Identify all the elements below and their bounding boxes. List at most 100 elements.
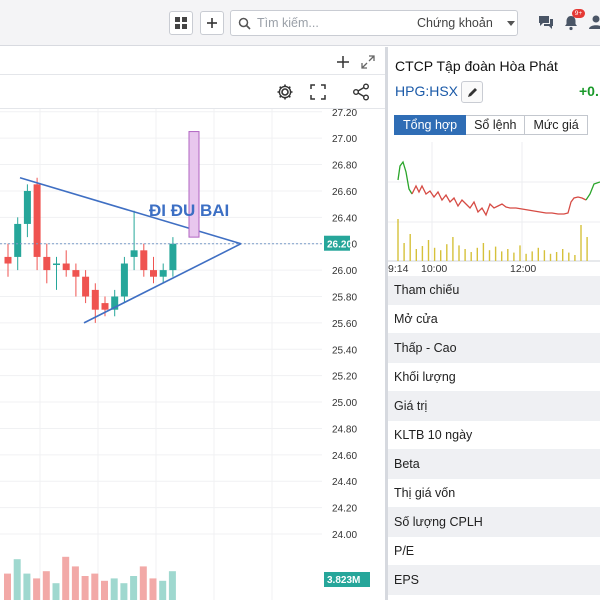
intraday-down-line — [411, 184, 587, 217]
volume-bar — [33, 578, 41, 600]
price-tick-label: 25.60 — [332, 319, 357, 330]
candle-body — [140, 250, 148, 271]
volume-bar — [62, 556, 70, 600]
candle-body — [159, 270, 167, 277]
tab-order-book[interactable]: Sổ lệnh — [466, 115, 526, 135]
quote-tabs: Tổng hợp Sổ lệnh Mức giá — [394, 115, 588, 135]
search-placeholder: Tìm kiếm... — [257, 16, 319, 30]
triangle-lower-line — [83, 243, 242, 324]
tab-summary[interactable]: Tổng hợp — [394, 115, 467, 135]
candlesticks — [4, 177, 177, 323]
volume-bar — [71, 566, 79, 600]
price-tick-label: 27.20 — [332, 109, 357, 119]
time-label: 9:14 — [388, 263, 409, 272]
candle-body — [111, 296, 119, 310]
time-label: 10:00 — [421, 263, 447, 272]
volume-label: 3.823M — [327, 575, 360, 586]
price-tick-label: 24.80 — [332, 424, 357, 435]
edit-button[interactable] — [461, 81, 483, 103]
candle-body — [72, 270, 80, 277]
target-box — [188, 131, 200, 238]
intraday-chart[interactable]: 9:14 10:00 12:00 — [388, 142, 600, 272]
gear-icon[interactable] — [276, 83, 294, 101]
volume-bars — [4, 556, 176, 600]
candle-body — [120, 263, 128, 297]
price-change: +0. — [579, 83, 599, 99]
info-row-label: KLTB 10 ngày — [388, 421, 600, 450]
search-input[interactable]: Tìm kiếm... Chứng khoản — [230, 10, 518, 36]
candle-body — [101, 303, 109, 310]
volume-bar — [159, 580, 167, 600]
plus-icon — [207, 18, 217, 28]
tab-price-levels[interactable]: Mức giá — [525, 115, 588, 135]
price-tick-label: 26.80 — [332, 161, 357, 172]
candle-body — [33, 184, 41, 257]
expand-icon[interactable] — [361, 55, 375, 69]
share-icon[interactable] — [352, 83, 370, 101]
user-icon[interactable] — [588, 14, 600, 30]
ticker-symbol[interactable]: HPG:HSX — [395, 83, 459, 99]
layout-grid-button[interactable] — [169, 11, 193, 35]
drawing-overlays — [0, 131, 322, 324]
volume-bar — [4, 573, 11, 600]
quote-panel: CTCP Tập đoàn Hòa Phát HPG:HSX +0. Tổng … — [388, 47, 600, 600]
candle-body — [130, 250, 138, 257]
volume-bar — [110, 578, 118, 600]
grid-icon — [175, 17, 187, 29]
intraday-up-line — [397, 160, 413, 195]
price-tick-label: 27.00 — [332, 134, 357, 145]
volume-bar — [149, 578, 157, 600]
volume-bar — [52, 583, 60, 600]
info-row-label: Mở cửa — [388, 305, 600, 334]
info-row-label: Beta — [388, 450, 600, 479]
price-tick-label: 24.40 — [332, 477, 357, 488]
volume-bar — [81, 576, 89, 600]
triangle-upper-line — [19, 176, 242, 245]
chart-annotation: ĐI ĐU BAI — [149, 201, 229, 220]
search-scope-select[interactable]: Chứng khoản — [417, 16, 493, 30]
bell-icon[interactable] — [563, 14, 579, 31]
candle-body — [150, 270, 157, 277]
info-row-label: Thấp - Cao — [388, 334, 600, 363]
volume-bar — [42, 571, 50, 600]
chart-toolbar — [0, 75, 385, 109]
chevron-down-icon — [507, 21, 515, 26]
chat-icon[interactable] — [538, 14, 554, 30]
info-row-label: EPS — [388, 566, 600, 595]
chart-panel: 27.6027.4027.2027.0026.8026.6026.4026.20… — [0, 47, 385, 600]
volume-bar — [13, 559, 21, 600]
current-price-label: 26.20 — [327, 240, 352, 251]
candle-body — [91, 289, 99, 310]
info-row-label: Số lượng CPLH — [388, 508, 600, 537]
panel-divider[interactable] — [385, 47, 388, 600]
volume-bar — [139, 566, 147, 600]
add-chart-icon[interactable] — [337, 56, 349, 68]
price-tick-label: 24.60 — [332, 451, 357, 462]
candle-body — [169, 243, 177, 271]
price-chart[interactable]: 27.6027.4027.2027.0026.8026.6026.4026.20… — [0, 109, 385, 600]
volume-bar — [120, 583, 128, 600]
volume-bar — [101, 580, 108, 600]
candle-body — [43, 256, 51, 271]
search-icon — [238, 17, 251, 30]
time-label: 12:00 — [510, 263, 536, 272]
stock-info-table: Tham chiếu Mở cửa Thấp - Cao Khối lượng Giá … — [388, 276, 600, 595]
intraday-recover-line — [585, 181, 600, 201]
price-axis: 27.6027.4027.2027.0026.8026.6026.4026.20… — [324, 109, 370, 587]
volume-badge — [324, 572, 370, 587]
candle-body — [53, 263, 60, 266]
add-button[interactable] — [200, 11, 224, 35]
price-tick-label: 25.80 — [332, 293, 357, 304]
chart-grid — [0, 109, 322, 600]
top-toolbar: Tìm kiếm... Chứng khoản 9+ — [0, 0, 600, 46]
info-row-label: Thị giá vốn — [388, 479, 600, 508]
fullscreen-icon[interactable] — [310, 84, 326, 100]
price-tick-label: 25.20 — [332, 372, 357, 383]
info-row-label: Giá trị — [388, 392, 600, 421]
candle-body — [62, 263, 70, 271]
price-tick-label: 24.20 — [332, 504, 357, 515]
candle-body — [4, 256, 12, 264]
volume-bar — [130, 576, 138, 600]
candle-body — [82, 276, 90, 297]
info-row-label: Tham chiếu — [388, 276, 600, 305]
